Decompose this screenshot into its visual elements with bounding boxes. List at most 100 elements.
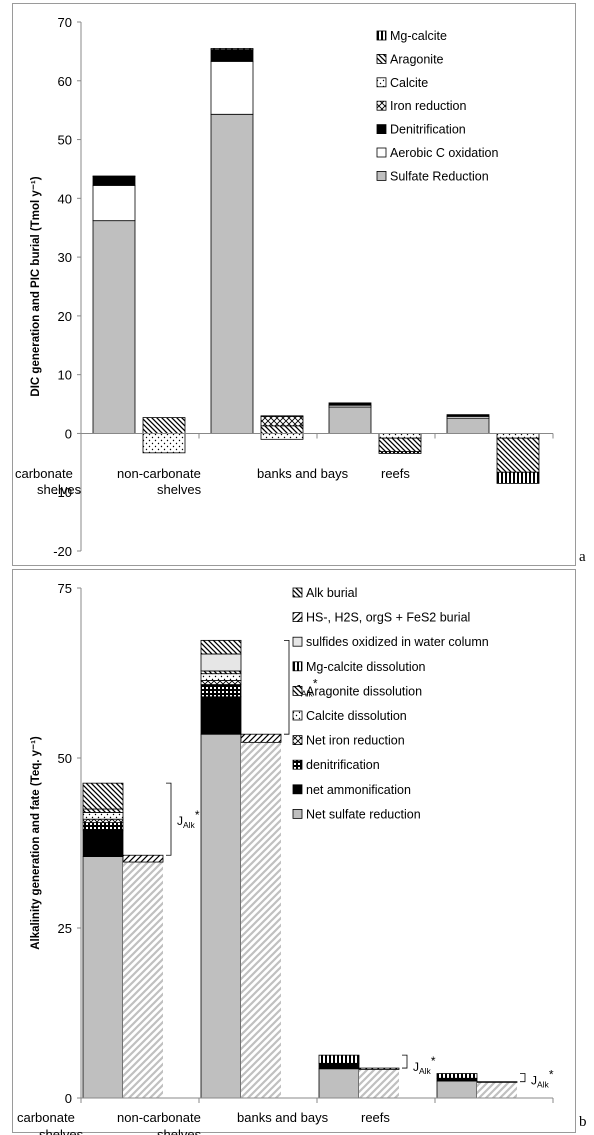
alkalinity-chart-svg: 0 25 50 75 Alkalinity generation and fate (T… bbox=[17, 581, 554, 1135]
legend-label-denitrification: denitrification bbox=[306, 758, 380, 772]
bar-iron-reduction-non-carbonate-shelves bbox=[260, 415, 304, 427]
j-alk-label: JAlk* bbox=[177, 808, 200, 830]
bar-j-alk-non-carbonate-shelves bbox=[241, 742, 281, 1098]
bar-denitrification-reefs bbox=[446, 414, 490, 417]
legend-label-calcite-dissolution: Calcite dissolution bbox=[306, 709, 407, 723]
y-tick-label: 0 bbox=[65, 1091, 72, 1106]
legend-label-net-ammonification: net ammonification bbox=[306, 783, 411, 797]
bar-j-alk-carbonate-shelves bbox=[123, 862, 163, 1098]
legend-swatch-alk-burial bbox=[292, 587, 303, 598]
legend-label-denitrification: Denitrification bbox=[390, 123, 466, 137]
category-label: reefs bbox=[361, 1110, 390, 1125]
legend-label-net-sulfate-reduction: Net sulfate reduction bbox=[306, 807, 421, 821]
legend-swatch-mg-calcite-dissolution bbox=[292, 661, 303, 672]
legend-label-net-iron-reduction: Net iron reduction bbox=[306, 734, 405, 748]
legend-label-aerobic-c-oxidation: Aerobic C oxidation bbox=[390, 146, 498, 160]
panel-letter-b: b bbox=[579, 1114, 587, 1130]
legend-swatch-iron-reduction bbox=[376, 100, 387, 111]
bar-denitrification-carbonate-shelves bbox=[92, 176, 136, 186]
bar-hs-h2s-orgs-fes2-burial-banks-and-bays bbox=[358, 1067, 400, 1070]
bar-mg-calcite-non-carbonate-shelves bbox=[260, 415, 304, 417]
bar-mg-calcite-dissolution-banks-and-bays bbox=[318, 1054, 360, 1064]
bar-hs-h2s-orgs-fes2-burial-carbonate-shelves bbox=[122, 854, 164, 863]
j-alk-bracket bbox=[166, 782, 172, 856]
legend-label-sulfides-oxidized-in-water-column: sulfides oxidized in water column bbox=[306, 635, 489, 649]
bar-denitrification-banks-and-bays bbox=[328, 402, 372, 406]
bar-aragonite-non-carbonate-shelves bbox=[260, 425, 304, 434]
legend-swatch-aragonite-dissolution bbox=[292, 686, 303, 696]
bar-net-ammonification-non-carbonate-shelves bbox=[200, 696, 242, 735]
legend-label-aragonite-dissolution: Aragonite dissolution bbox=[306, 684, 422, 698]
bar-net-sulfate-reduction-non-carbonate-shelves bbox=[200, 733, 242, 1099]
j-alk-bracket bbox=[402, 1054, 408, 1069]
bar-alk-burial-non-carbonate-shelves bbox=[200, 639, 242, 655]
bar-calcite-non-carbonate-shelves bbox=[260, 433, 304, 440]
j-alk-bracket bbox=[284, 639, 290, 735]
bar-net-ammonification-carbonate-shelves bbox=[82, 830, 124, 858]
bar-denitrification-non-carbonate-shelves bbox=[200, 684, 242, 698]
bar-j-alk-banks-and-bays bbox=[359, 1069, 399, 1098]
y-axis-title: DIC generation and PIC burial (Tmol y⁻¹) bbox=[30, 176, 42, 396]
bar-aragonite-dissolution-carbonate-shelves bbox=[82, 808, 124, 813]
legend-label-mg-calcite: Mg-calcite bbox=[390, 29, 447, 43]
bar-calcite-dissolution-non-carbonate-shelves bbox=[200, 673, 242, 681]
legend-label-mg-calcite-dissolution: Mg-calcite dissolution bbox=[306, 660, 426, 674]
bar-net-sulfate-reduction-carbonate-shelves bbox=[82, 856, 124, 1099]
legend-label-alk-burial: Alk burial bbox=[306, 586, 357, 600]
bar-net-iron-reduction-non-carbonate-shelves bbox=[200, 680, 242, 685]
bar-sulfate-reduction-carbonate-shelves bbox=[92, 220, 136, 434]
y-axis-title: Alkalinity generation and fate (Teq. y⁻¹… bbox=[30, 736, 42, 950]
bar-aragonite-dissolution-non-carbonate-shelves bbox=[200, 670, 242, 675]
j-alk-label: JAlk* bbox=[531, 1068, 554, 1090]
bar-net-sulfate-reduction-banks-and-bays bbox=[318, 1068, 360, 1099]
bar-sulfate-reduction-banks-and-bays bbox=[328, 406, 372, 434]
bar-mg-calcite-reefs bbox=[496, 471, 540, 484]
legend-label-iron-reduction: Iron reduction bbox=[390, 99, 466, 113]
y-tick-label: 70 bbox=[58, 15, 72, 30]
y-tick-label: 25 bbox=[58, 921, 72, 936]
dic-chart-svg: -20 -10 0 10 20 30 40 50 60 70 DIC generation and … bbox=[15, 15, 554, 559]
legend-label-aragonite: Aragonite bbox=[390, 52, 444, 66]
legend-swatch-hs-h2s-orgs-fes2-burial bbox=[292, 612, 303, 622]
bar-aerobic-c-oxidation-carbonate-shelves bbox=[92, 185, 136, 222]
bar-net-iron-reduction-carbonate-shelves bbox=[82, 818, 124, 823]
bar-calcite-banks-and-bays bbox=[378, 433, 422, 439]
legend-swatch-denitrification bbox=[376, 124, 387, 134]
legend-swatch-aerobic-c-oxidation bbox=[376, 147, 387, 158]
legend-swatch-calcite-dissolution bbox=[292, 710, 303, 721]
j-alk-label: JAlk* bbox=[413, 1054, 436, 1076]
bar-mg-calcite-banks-and-bays bbox=[378, 451, 422, 454]
y-tick-label: 50 bbox=[58, 133, 72, 148]
bar-net-ammonification-banks-and-bays bbox=[318, 1062, 360, 1070]
bar-mg-calcite-dissolution-reefs bbox=[436, 1073, 478, 1079]
bar-j-alk-reefs bbox=[477, 1082, 517, 1098]
y-tick-label: 60 bbox=[58, 74, 72, 89]
category-label: carbonate shelves bbox=[15, 466, 82, 497]
legend-swatch-calcite bbox=[376, 77, 387, 88]
y-tick-label: 50 bbox=[58, 751, 72, 766]
legend-swatch-mg-calcite bbox=[376, 30, 387, 41]
j-alk-bracket bbox=[520, 1073, 526, 1083]
bar-sulfides-oxidized-in-water-column-non-carbonate-shelves bbox=[200, 653, 242, 672]
y-tick-label: 40 bbox=[58, 191, 72, 206]
y-tick-label: -10 bbox=[53, 485, 72, 500]
legend-swatch-denitrification bbox=[292, 759, 303, 770]
category-label: non-carbonate shelves bbox=[117, 1110, 202, 1135]
chart-panel-a: -20 -10 0 10 20 30 40 50 60 70 DIC generation and … bbox=[12, 3, 576, 566]
bar-hs-h2s-orgs-fes2-burial-non-carbonate-shelves bbox=[240, 733, 282, 743]
category-label: non-carbonate shelves bbox=[117, 466, 202, 497]
bar-aragonite-carbonate-shelves bbox=[142, 417, 186, 434]
y-tick-label: 75 bbox=[58, 581, 72, 596]
bar-net-sulfate-reduction-reefs bbox=[436, 1080, 478, 1099]
category-label: banks and bays bbox=[237, 1110, 329, 1125]
bar-denitrification-non-carbonate-shelves bbox=[210, 49, 254, 62]
legend-swatch-aragonite bbox=[376, 54, 387, 64]
y-tick-label: 0 bbox=[65, 426, 72, 441]
legend-label-calcite: Calcite bbox=[390, 76, 428, 90]
y-tick-label: 10 bbox=[58, 368, 72, 383]
bar-alk-burial-carbonate-shelves bbox=[82, 782, 124, 810]
bar-aerobic-c-oxidation-non-carbonate-shelves bbox=[210, 60, 254, 115]
bar-sulfate-reduction-reefs bbox=[446, 417, 490, 434]
bar-sulfate-reduction-non-carbonate-shelves bbox=[210, 113, 254, 434]
bar-iron-reduction-carbonate-shelves bbox=[92, 175, 136, 177]
